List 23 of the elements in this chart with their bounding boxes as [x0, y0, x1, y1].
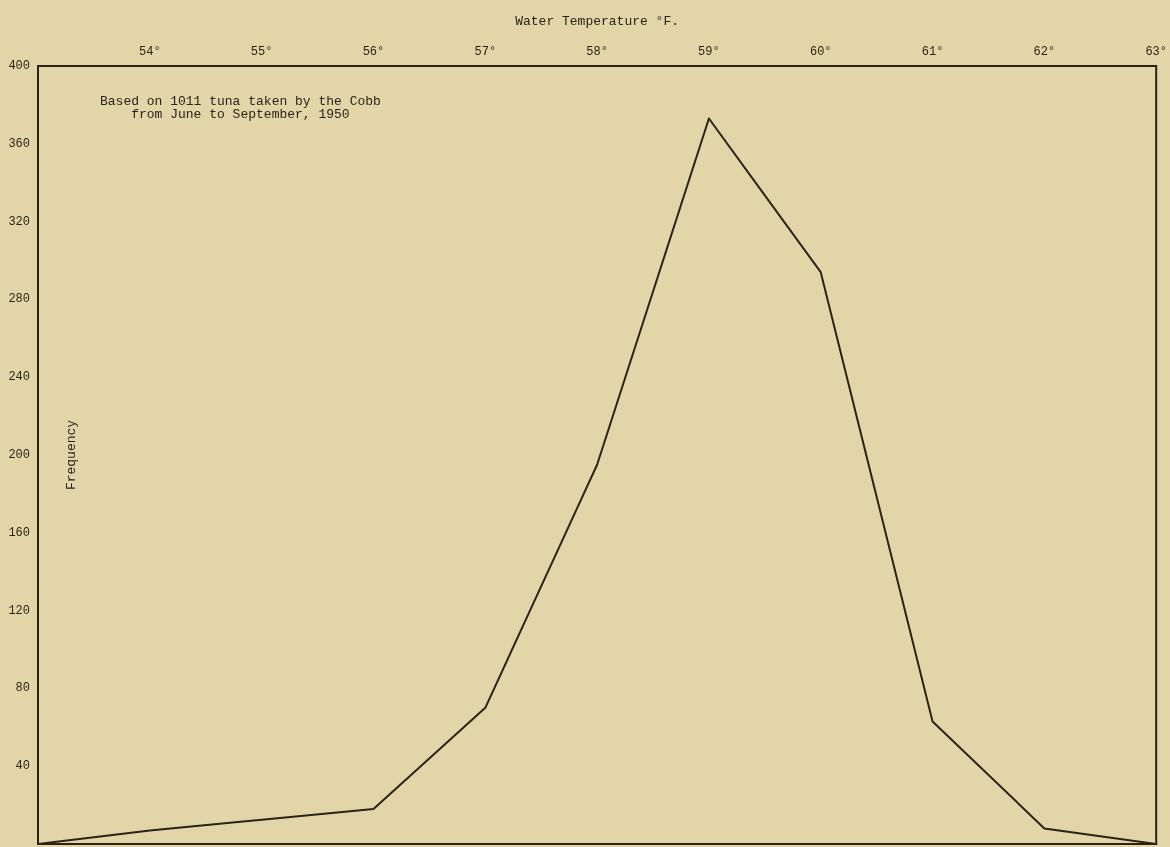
x-tick-label: 60°: [809, 45, 832, 59]
y-tick-label: 240: [8, 370, 30, 385]
x-tick-label: 59°: [698, 45, 720, 59]
y-tick-label: 280: [8, 292, 30, 307]
x-tick-label: 54°: [139, 45, 161, 59]
y-tick-label: 200: [8, 448, 30, 462]
x-tick-label: 57°: [474, 45, 497, 59]
x-tick-label: 56°: [362, 45, 385, 59]
x-axis-title: Water Temperature °F.: [515, 14, 680, 29]
y-axis-title: Frequency: [64, 419, 79, 491]
annotation: Based on 1011 tuna taken by the Cobb from June to September, 1950: [99, 94, 381, 122]
x-tick-label: 61°: [921, 45, 944, 59]
y-tick-label: 80: [15, 681, 30, 696]
y-tick-label: 40: [15, 759, 30, 774]
y-tick-label: 320: [8, 214, 30, 229]
y-tick-label: 360: [8, 136, 30, 151]
x-tick-label: 58°: [586, 45, 608, 59]
y-tick-label: 400: [8, 59, 30, 73]
x-tick-label: 62°: [1033, 45, 1056, 59]
y-tick-label: 160: [8, 525, 30, 540]
x-tick-label: 55°: [250, 45, 273, 59]
x-tick-label: 63°: [1145, 45, 1167, 59]
y-tick-label: 120: [8, 603, 30, 618]
